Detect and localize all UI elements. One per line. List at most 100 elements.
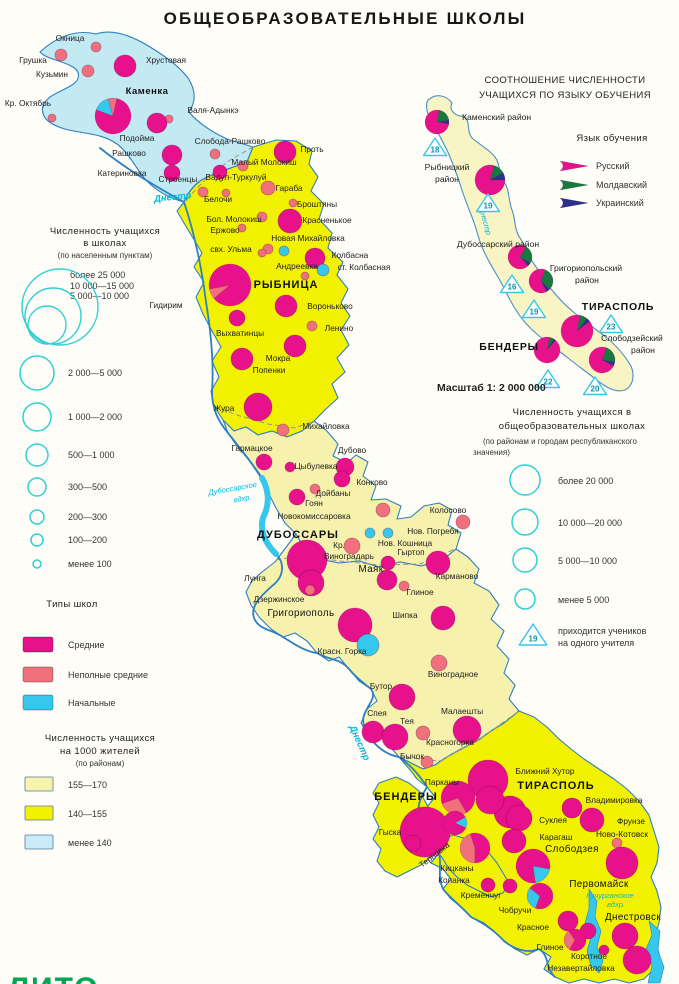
river-label: вдхр.: [607, 900, 625, 909]
town-dot: [288, 198, 298, 208]
town-label: Красн. Горка: [318, 646, 367, 656]
inset-label: Григориопольский: [550, 263, 622, 273]
school-type-swatch: [22, 636, 54, 653]
town-dot: [309, 483, 321, 495]
legend-size-label: 300—500: [68, 482, 107, 492]
town-label: РЫБНИЦА: [254, 279, 319, 291]
town-label: Парканы: [425, 777, 459, 787]
inset-label: ТИРАСПОЛЬ: [582, 301, 655, 313]
town-label: ДУБОССАРЫ: [257, 529, 339, 541]
legend-density-header-2: на 1000 жителей: [60, 746, 140, 757]
town-dot: [257, 248, 267, 258]
district-boundary: [213, 405, 315, 429]
town-dot: [212, 164, 228, 180]
legend-arc-label: 5 000—10 000: [70, 291, 129, 301]
inset-district-pie: [540, 280, 550, 293]
town-pie: [470, 832, 491, 864]
town-dot: [561, 797, 583, 819]
district-size-label: менее 5 000: [558, 595, 609, 605]
legend-size-circle: [30, 533, 44, 547]
town-dot: [380, 555, 396, 571]
town-label: Ближний Хутор: [516, 766, 575, 776]
inset-label: Каменский район: [462, 112, 531, 122]
town-label: Хрустовая: [146, 55, 186, 65]
town-label: Цыбулевка: [295, 461, 338, 471]
inset-district-pie: [533, 336, 561, 364]
town-label: Шипка: [392, 610, 418, 620]
density-swatch: [24, 805, 54, 821]
inset-label: район: [631, 345, 655, 355]
inset-district-pie: [576, 314, 588, 332]
town-dot: [274, 294, 298, 318]
town-label: Броштяны: [297, 199, 337, 209]
inset-district-pie: [576, 318, 591, 332]
district-size-circle: [511, 508, 539, 536]
town-label: Красненькое: [302, 215, 352, 225]
town-label: Фрунзе: [617, 816, 645, 826]
town-dot: [611, 837, 623, 849]
town-dot: [337, 607, 373, 643]
school-type-swatch: [22, 666, 54, 683]
town-label: Незавертайловка: [547, 963, 615, 973]
town-label: ст. Колбасная: [338, 262, 391, 272]
town-label: Окница: [56, 33, 85, 43]
town-label: ТИРАСПОЛЬ: [517, 780, 594, 792]
town-label: Колосово: [430, 505, 467, 515]
density-label: 155—170: [68, 780, 107, 790]
legend-size-label: 500—1 000: [68, 450, 115, 460]
density-label: менее 140: [68, 838, 112, 848]
town-label: Выхватинцы: [216, 328, 264, 338]
town-pie: [440, 780, 476, 814]
kuchurgan-reservoir: [645, 920, 665, 984]
inset-label: Дубоссарский район: [457, 239, 539, 249]
town-dot: [333, 470, 351, 488]
town-pie: [442, 810, 467, 836]
ratio-triangle-value: 20: [591, 385, 600, 394]
legend-size-label: 2 000—5 000: [68, 368, 122, 378]
dynamic-layer: Окница Грушка Хрустовая Кузьмин Каменка Кр. О…: [5, 31, 665, 984]
language-pennant-icon: [559, 160, 589, 172]
town-dot: [430, 605, 456, 631]
town-label: Гидирим: [149, 300, 182, 310]
inset-district-pie: [489, 172, 506, 181]
town-pie: [515, 848, 551, 884]
inset-district-pie: [546, 336, 555, 351]
town-label: Кузьмин: [36, 69, 68, 79]
town-dot: [480, 877, 496, 893]
town-dot: [502, 878, 518, 894]
town-label: Коротное: [571, 951, 607, 961]
town-label: Кременчуг: [461, 890, 501, 900]
town-dot: [255, 453, 273, 471]
town-label: Малаешты: [441, 706, 483, 716]
town-dot: [475, 785, 505, 815]
inset-title-2: УЧАЩИХСЯ ПО ЯЗЫКУ ОБУЧЕНИЯ: [479, 90, 651, 101]
region-rybnitsky: [176, 139, 351, 438]
town-dot: [455, 514, 471, 530]
school-type-swatch: [22, 694, 54, 711]
town-dot: [297, 569, 325, 597]
town-label: Виноградарь: [324, 551, 374, 561]
town-label: Красногорка: [426, 737, 474, 747]
language-label: Украинский: [596, 198, 644, 208]
inset-district-pie: [436, 120, 450, 125]
town-dot: [283, 334, 307, 358]
town-pie: [107, 97, 118, 117]
town-label: Вадул-Туркулуй: [205, 172, 267, 182]
town-dot: [209, 148, 221, 160]
town-dot: [304, 247, 326, 269]
town-dot: [398, 580, 410, 592]
town-label: Проть: [300, 144, 323, 154]
town-dot: [557, 910, 579, 932]
legend-arc-label: более 25 000: [70, 270, 125, 280]
town-label: Бол. Молокиш: [206, 214, 262, 224]
town-label: Кр.: [333, 540, 345, 550]
town-label: Григориополь: [267, 608, 334, 619]
town-label: Грушка: [19, 55, 47, 65]
town-pie: [563, 930, 576, 950]
town-label: Андреевка: [276, 261, 318, 271]
inset-label: район: [435, 174, 459, 184]
teacher-ratio-note: приходится учеников: [558, 626, 647, 636]
legend-types-header: Типы школ: [46, 599, 97, 610]
town-label: Гыска: [379, 827, 402, 837]
town-label: БЕНДЕРЫ: [374, 791, 437, 803]
